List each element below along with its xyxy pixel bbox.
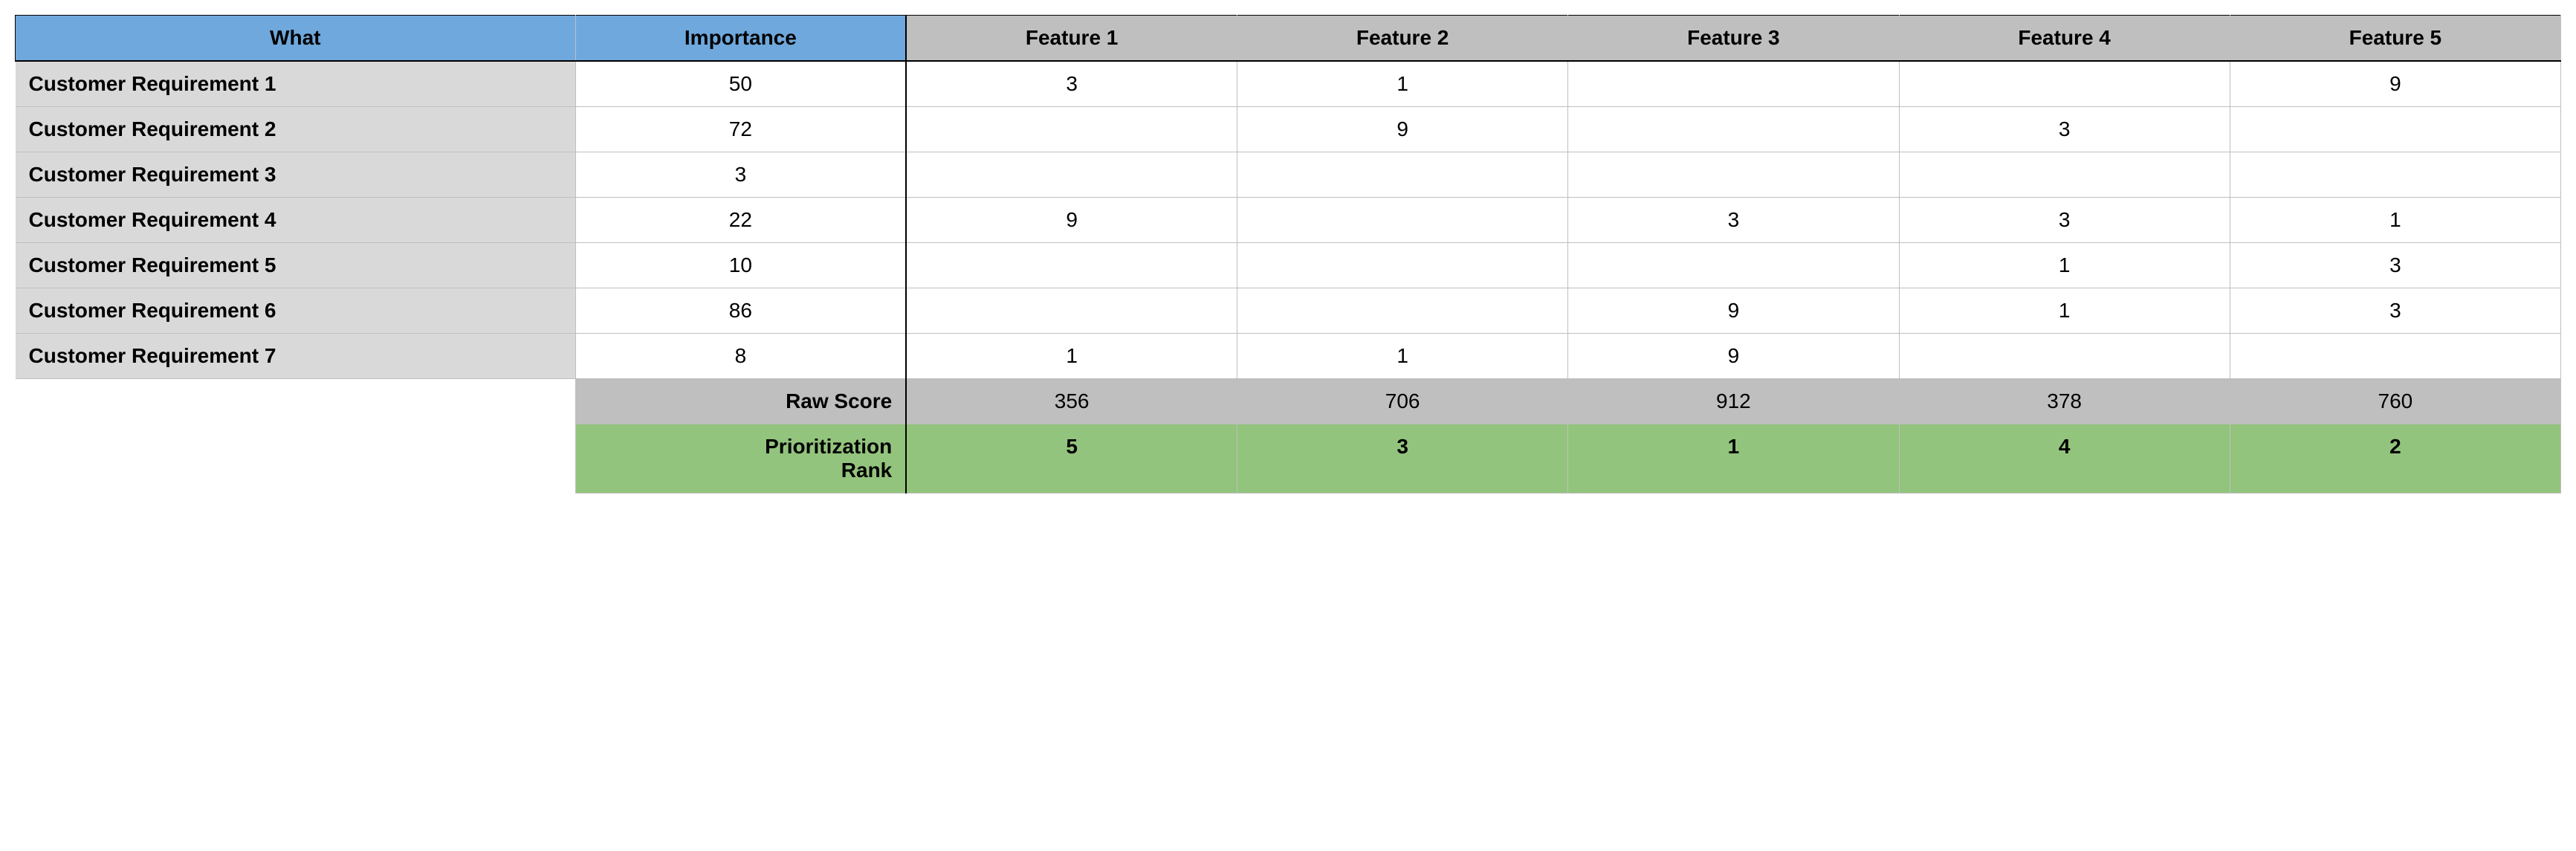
rank-label-line1: Prioritization — [765, 435, 892, 458]
importance-cell: 8 — [575, 334, 906, 379]
value-cell — [1237, 243, 1568, 288]
rank-label-line2: Rank — [841, 459, 892, 482]
value-cell: 1 — [1899, 243, 2230, 288]
table-row: Customer Requirement 1 50 3 1 9 — [16, 61, 2561, 107]
table-row: Customer Requirement 3 3 — [16, 152, 2561, 198]
table-row: Customer Requirement 2 72 9 3 — [16, 107, 2561, 152]
header-feature-3: Feature 3 — [1568, 16, 1899, 62]
raw-score-cell: 912 — [1568, 379, 1899, 424]
importance-cell: 22 — [575, 198, 906, 243]
value-cell: 3 — [1899, 198, 2230, 243]
value-cell: 1 — [2230, 198, 2560, 243]
value-cell — [1568, 107, 1899, 152]
value-cell: 1 — [1237, 61, 1568, 107]
header-feature-4: Feature 4 — [1899, 16, 2230, 62]
importance-cell: 10 — [575, 243, 906, 288]
row-label: Customer Requirement 1 — [16, 61, 576, 107]
importance-cell: 72 — [575, 107, 906, 152]
value-cell: 9 — [1237, 107, 1568, 152]
raw-score-row: Raw Score 356 706 912 378 760 — [16, 379, 2561, 424]
value-cell — [906, 288, 1237, 334]
header-what: What — [16, 16, 576, 62]
table-row: Customer Requirement 5 10 1 3 — [16, 243, 2561, 288]
row-label: Customer Requirement 4 — [16, 198, 576, 243]
value-cell: 3 — [1899, 107, 2230, 152]
rank-cell: 2 — [2230, 424, 2560, 494]
value-cell — [2230, 152, 2560, 198]
row-label: Customer Requirement 5 — [16, 243, 576, 288]
table-row: Customer Requirement 7 8 1 1 9 — [16, 334, 2561, 379]
value-cell — [1568, 61, 1899, 107]
raw-score-cell: 706 — [1237, 379, 1568, 424]
importance-cell: 86 — [575, 288, 906, 334]
table-row: Customer Requirement 4 22 9 3 3 1 — [16, 198, 2561, 243]
header-feature-5: Feature 5 — [2230, 16, 2560, 62]
value-cell: 1 — [1899, 288, 2230, 334]
rank-label: Prioritization Rank — [575, 424, 906, 494]
qfd-matrix-table: What Importance Feature 1 Feature 2 Feat… — [15, 15, 2561, 494]
header-importance: Importance — [575, 16, 906, 62]
value-cell — [1237, 198, 1568, 243]
raw-score-cell: 378 — [1899, 379, 2230, 424]
value-cell — [1237, 288, 1568, 334]
value-cell — [1237, 152, 1568, 198]
header-feature-1: Feature 1 — [906, 16, 1237, 62]
value-cell: 9 — [1568, 334, 1899, 379]
value-cell — [1899, 334, 2230, 379]
header-feature-2: Feature 2 — [1237, 16, 1568, 62]
value-cell — [906, 107, 1237, 152]
row-label: Customer Requirement 6 — [16, 288, 576, 334]
value-cell — [2230, 334, 2560, 379]
value-cell: 3 — [1568, 198, 1899, 243]
table-row: Customer Requirement 6 86 9 1 3 — [16, 288, 2561, 334]
rank-cell: 3 — [1237, 424, 1568, 494]
value-cell: 9 — [1568, 288, 1899, 334]
rank-cell: 4 — [1899, 424, 2230, 494]
value-cell: 3 — [906, 61, 1237, 107]
value-cell: 1 — [1237, 334, 1568, 379]
rank-cell: 5 — [906, 424, 1237, 494]
rank-cell: 1 — [1568, 424, 1899, 494]
importance-cell: 50 — [575, 61, 906, 107]
blank-cell — [16, 379, 576, 424]
header-row: What Importance Feature 1 Feature 2 Feat… — [16, 16, 2561, 62]
row-label: Customer Requirement 7 — [16, 334, 576, 379]
value-cell — [2230, 107, 2560, 152]
raw-score-cell: 760 — [2230, 379, 2560, 424]
row-label: Customer Requirement 2 — [16, 107, 576, 152]
value-cell — [1568, 152, 1899, 198]
value-cell — [906, 243, 1237, 288]
value-cell — [1899, 152, 2230, 198]
value-cell: 9 — [906, 198, 1237, 243]
blank-cell — [16, 424, 576, 494]
value-cell: 3 — [2230, 243, 2560, 288]
rank-row: Prioritization Rank 5 3 1 4 2 — [16, 424, 2561, 494]
value-cell: 3 — [2230, 288, 2560, 334]
value-cell: 1 — [906, 334, 1237, 379]
value-cell: 9 — [2230, 61, 2560, 107]
importance-cell: 3 — [575, 152, 906, 198]
value-cell — [1899, 61, 2230, 107]
row-label: Customer Requirement 3 — [16, 152, 576, 198]
raw-score-cell: 356 — [906, 379, 1237, 424]
value-cell — [906, 152, 1237, 198]
raw-score-label: Raw Score — [575, 379, 906, 424]
value-cell — [1568, 243, 1899, 288]
